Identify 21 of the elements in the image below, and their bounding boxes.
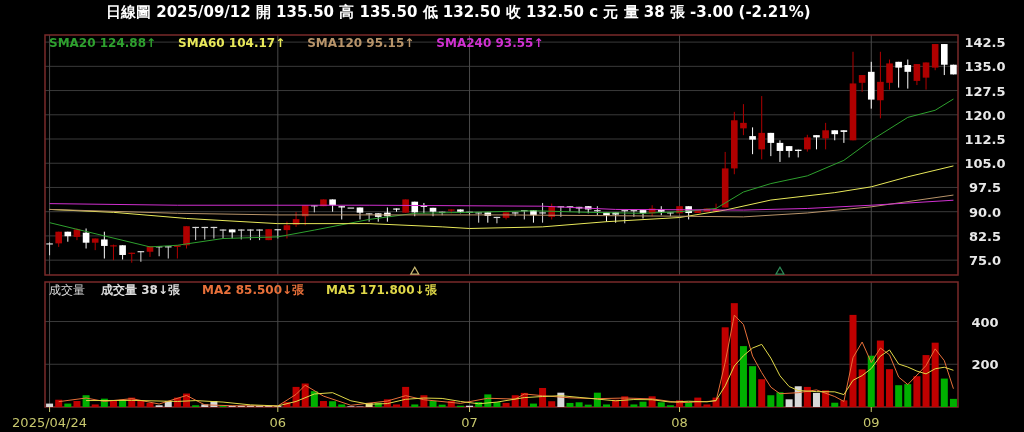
y-tick-label: 200 (971, 357, 999, 373)
y-tick-label: 120.0 (964, 107, 1006, 123)
y-tick-label: 75.0 (968, 253, 1002, 269)
x-tick-label: 06 (269, 415, 287, 430)
x-tick-label: 07 (461, 415, 478, 430)
x-tick-label: 08 (671, 415, 688, 430)
y-tick-label: 90.0 (968, 204, 1002, 220)
legend: SMA20 124.88↑ SMA60 104.17↑ SMA120 95.15↑ SMA240 93.55↑ (49, 36, 544, 50)
y-tick-label: 82.5 (968, 228, 1002, 244)
y-tick-label: 112.5 (964, 132, 1006, 148)
chart-title: 日線圖 2025/09/12 開 135.50 高 135.50 低 132.50 收 132.50 c 元 量 38 張 -3.00 (-2.21%) (106, 3, 811, 21)
chart-title: 成交量 (49, 283, 85, 297)
y-tick-label: 105.0 (964, 156, 1006, 172)
x-tick-label: 2025/04/24 (12, 415, 88, 430)
y-tick-label: 142.5 (964, 35, 1006, 51)
y-tick-label: 400 (971, 314, 999, 330)
y-tick-label: 127.5 (964, 83, 1006, 99)
y-tick-label: 97.5 (968, 180, 1002, 196)
y-tick-label: 135.0 (964, 59, 1006, 75)
x-tick-label: 09 (862, 415, 880, 430)
legend: 成交量 38↓張 MA2 85.500↓張 MA5 171.800↓張 (101, 283, 437, 297)
